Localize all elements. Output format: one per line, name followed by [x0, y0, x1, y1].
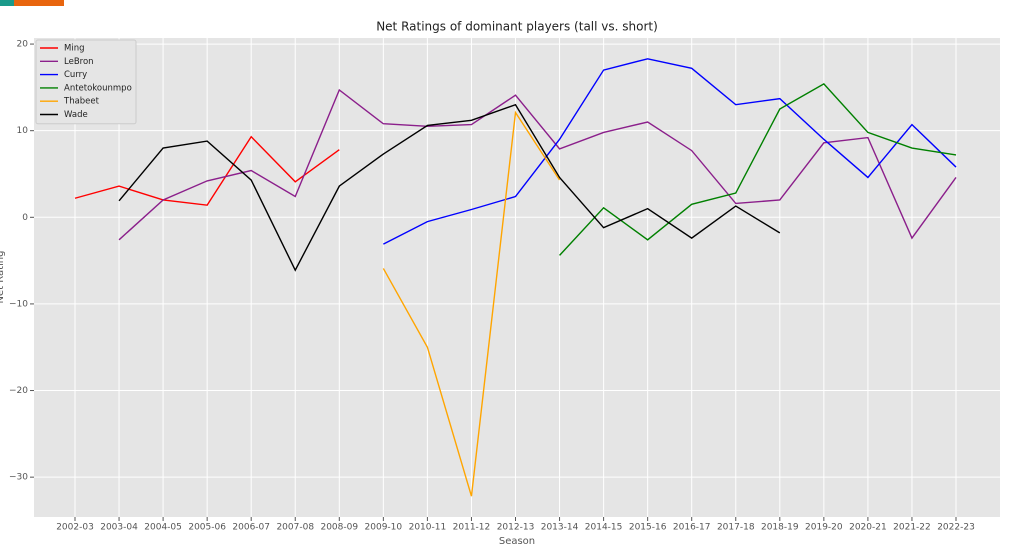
series-line [559, 83, 957, 256]
x-tick-label: 2002-03 [56, 523, 94, 533]
legend-box [35, 39, 137, 125]
y-tick-label: 10 [17, 126, 29, 136]
decor [0, 0, 14, 6]
y-tick-label: 0 [22, 213, 28, 223]
y-tick-label: −20 [9, 386, 28, 396]
legend-label: LeBron [64, 57, 94, 67]
legend: Ming LeBron Curry Antetokounmpo Thabeet Wade [35, 39, 137, 125]
grid [34, 38, 1000, 517]
x-axis-label: Season [499, 536, 535, 547]
y-tick-label: −10 [9, 299, 28, 309]
series-line [382, 110, 561, 497]
x-tick-label: 2010-11 [409, 523, 447, 533]
x-tick-label: 2020-21 [849, 523, 887, 533]
y-axis-label: Net Rating [0, 251, 6, 304]
decor [14, 0, 64, 6]
x-tick-label: 2003-04 [100, 523, 138, 533]
x-tick-label: 2009-10 [365, 523, 403, 533]
legend-label: Thabeet [63, 97, 100, 107]
legend-label: Ming [64, 44, 84, 54]
x-tick-label: 2004-05 [144, 523, 182, 533]
legend-label: Curry [64, 70, 87, 80]
series-line [118, 103, 781, 272]
series-line [118, 88, 957, 241]
chart-title: Net Ratings of dominant players (tall vs… [376, 20, 658, 34]
x-tick-label: 2019-20 [805, 523, 843, 533]
x-tick-label: 2015-16 [629, 523, 667, 533]
x-tick-label: 2022-23 [937, 523, 975, 533]
legend-label: Wade [64, 110, 88, 120]
lines [74, 58, 957, 497]
x-tick-label: 2011-12 [453, 523, 491, 533]
x-tick-label: 2021-22 [893, 523, 931, 533]
x-tick-label: 2013-14 [541, 523, 579, 533]
x-tick-label: 2017-18 [717, 523, 755, 533]
x-tick-label: 2014-15 [585, 523, 623, 533]
x-tick-label: 2016-17 [673, 523, 711, 533]
series-line [383, 58, 957, 245]
y-tick-label: −30 [9, 473, 28, 483]
x-tick-label: 2007-08 [276, 523, 314, 533]
y-tick-label: 20 [17, 40, 29, 50]
x-tick-label: 2005-06 [188, 523, 226, 533]
x-tick-label: 2006-07 [232, 523, 270, 533]
series-line [74, 135, 340, 206]
x-tick-label: 2008-09 [320, 523, 358, 533]
x-tick-label: 2012-13 [497, 523, 535, 533]
plot-area [34, 38, 1000, 517]
x-tick-label: 2018-19 [761, 523, 799, 533]
legend-label: Antetokounmpo [64, 83, 132, 93]
